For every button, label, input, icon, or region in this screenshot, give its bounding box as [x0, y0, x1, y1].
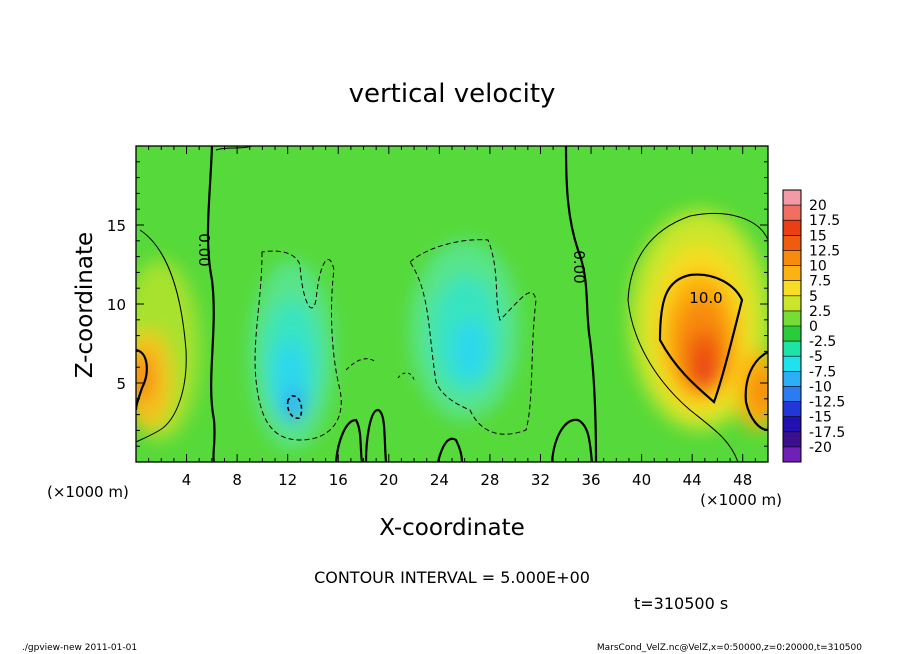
colorbar-level-label: 5: [809, 289, 818, 305]
colorbar-level-label: 10: [809, 259, 827, 275]
colorbar-level-label: -2.5: [809, 334, 836, 350]
x-unit-left: (×1000 m): [47, 483, 129, 501]
contour-thin-right-bottom: [627, 299, 739, 462]
negative-contour-inner: [286, 395, 303, 420]
colorbar-swatch: [783, 235, 801, 251]
colorbar-swatch: [783, 220, 801, 236]
contour-label-3: 10.0: [689, 289, 722, 307]
colorbar-swatch: [783, 371, 801, 387]
colorbar-level-label: 7.5: [809, 274, 831, 290]
zero-contour-bump-4: [550, 418, 594, 462]
colorbar-level-label: -20: [809, 440, 832, 456]
y-axis-ticks: 5 10 15: [107, 161, 768, 447]
colorbar-level-label: 2.5: [809, 304, 831, 320]
colorbar-swatch: [783, 205, 801, 221]
colorbar-level-label: -17.5: [809, 425, 845, 441]
x-tick-label: 24: [430, 471, 449, 489]
x-tick-label: 4: [182, 471, 192, 489]
x-tick-label: 40: [632, 471, 651, 489]
zero-contour-right: [564, 146, 598, 462]
time-text: t=310500 s: [634, 594, 728, 613]
colorbar-swatch: [783, 310, 801, 327]
colorbar-level-label: -15: [809, 410, 832, 426]
colorbar-swatch: [783, 280, 801, 297]
x-axis-label: X-coordinate: [379, 515, 525, 541]
colorbar-level-label: -5: [809, 349, 823, 365]
zero-contour-bump-3: [436, 437, 464, 462]
colorbar-level-label: 20: [809, 198, 827, 214]
heatmap-field: 0.00 0.00 10.0: [136, 146, 768, 462]
contour-10-right: [658, 273, 744, 404]
colorbar-swatch: [783, 190, 801, 206]
colorbar-level-label: -7.5: [809, 364, 836, 380]
contour-thin-right-top: [627, 213, 768, 301]
chart-title: vertical velocity: [349, 79, 556, 109]
contour-thin-left: [136, 229, 187, 443]
y-tick-label: 10: [107, 296, 126, 314]
contour-top-fragment: [215, 146, 253, 151]
colorbar-swatch: [783, 431, 801, 448]
colorbar-swatch: [783, 446, 801, 463]
x-tick-label: 16: [329, 471, 348, 489]
x-tick-label: 44: [683, 471, 702, 489]
colorbar-swatch: [783, 295, 801, 312]
x-tick-label: 32: [531, 471, 550, 489]
colorbar-level-label: -10: [809, 379, 832, 395]
negative-contour-1: [254, 250, 342, 441]
y-axis-label: Z-coordinate: [72, 232, 98, 378]
x-tick-label: 8: [232, 471, 242, 489]
colorbar-level-label: 0: [809, 319, 818, 335]
x-tick-label: 12: [278, 471, 297, 489]
y-tick-label: 15: [107, 217, 126, 235]
colorbar-level-label: 17.5: [809, 213, 840, 229]
colorbar: 2017.51512.5107.552.50-2.5-5-7.5-10-12.5…: [782, 189, 845, 463]
field-blobs: [136, 210, 768, 450]
y-tick-label: 5: [116, 375, 126, 393]
x-tick-label: 28: [480, 471, 499, 489]
colorbar-level-label: 12.5: [809, 243, 840, 259]
colorbar-swatch: [783, 265, 801, 282]
colorbar-swatch: [783, 326, 801, 342]
zero-contour-bump-2: [364, 408, 388, 462]
colorbar-level-label: 15: [809, 228, 827, 244]
colorbar-swatch: [783, 401, 801, 418]
colorbar-swatch: [783, 250, 801, 267]
negative-contour-2: [409, 239, 537, 435]
colorbar-swatch: [783, 386, 801, 403]
footer-right: MarsCond_VelZ.nc@VelZ,x=0:50000,z=0:2000…: [597, 643, 862, 653]
footer-left: ./gpview-new 2011-01-01: [22, 643, 137, 653]
x-unit-right: (×1000 m): [700, 491, 782, 509]
contour-label-1: 0.00: [195, 233, 213, 266]
negative-contour-fragment-2: [397, 372, 415, 381]
x-tick-label: 36: [581, 471, 600, 489]
contour-lines: [136, 146, 768, 462]
zero-contour-left: [206, 146, 216, 462]
colorbar-level-label: -12.5: [809, 395, 845, 411]
contour-5-right: [744, 351, 768, 432]
negative-contour-fragment-1: [345, 358, 377, 371]
contour-interval-text: CONTOUR INTERVAL = 5.000E+00: [314, 568, 590, 587]
colorbar-swatch: [783, 356, 801, 372]
contour-label-2: 0.00: [570, 250, 588, 283]
colorbar-swatch: [783, 416, 801, 433]
colorbar-swatch: [783, 341, 801, 357]
zero-contour-bump-1: [334, 418, 364, 462]
x-tick-label: 48: [733, 471, 752, 489]
x-axis-ticks: 4 8 12 16 20 24 28 32 36 40 44 48: [148, 146, 769, 489]
x-tick-label: 20: [379, 471, 398, 489]
